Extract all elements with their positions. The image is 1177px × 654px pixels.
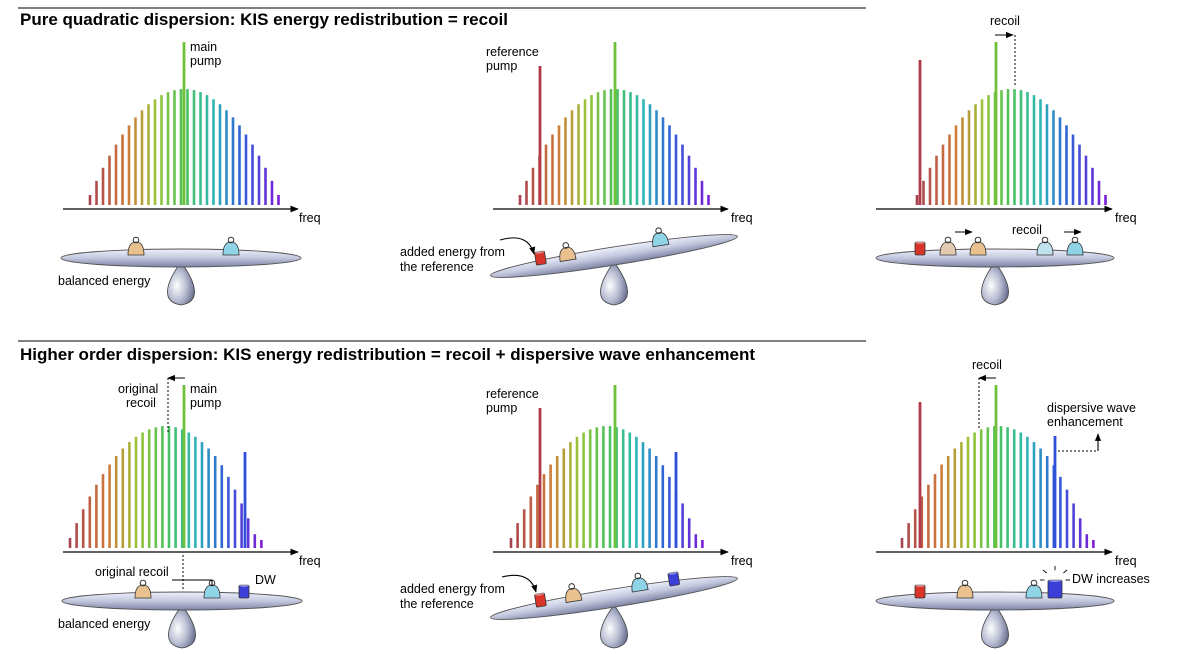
spectrum-bars	[509, 385, 704, 548]
bell-weight	[222, 236, 240, 256]
spectrum-bars	[68, 385, 263, 548]
seesaw-caption: balanced energy	[58, 617, 151, 631]
seesaw	[875, 236, 1115, 306]
bell-weight	[559, 242, 577, 262]
cylinder-weight	[534, 591, 547, 608]
seesaw-caption: balanced energy	[58, 274, 151, 288]
seesaw-caption-line1: added energy from	[400, 582, 505, 596]
row1-title: Pure quadratic dispersion: KIS energy re…	[20, 10, 508, 29]
freq-label: freq	[299, 211, 321, 225]
bell-weight	[1036, 236, 1054, 256]
freq-label: freq	[731, 554, 753, 568]
seesaw	[490, 570, 738, 649]
freq-label: freq	[1115, 554, 1137, 568]
freq-label: freq	[299, 554, 321, 568]
reference-pump-label-line2: pump	[486, 59, 517, 73]
reference-pump-label-line1: reference	[486, 45, 539, 59]
cylinder-weight	[534, 249, 547, 266]
cylinder-weight	[1047, 578, 1063, 599]
bell-weight	[939, 236, 957, 256]
bell-weight	[652, 227, 670, 248]
panel-2-2: freq reference pump added energy from th…	[400, 385, 753, 649]
bell-weight	[1066, 236, 1084, 256]
added-energy-arrow	[501, 574, 538, 593]
pivot	[167, 261, 195, 306]
spectrum-bars	[900, 385, 1095, 548]
panel-2-1: freq main pump original recoil original …	[58, 374, 321, 649]
seesaw-beam	[490, 227, 738, 278]
pump-label-line1: main	[190, 40, 217, 54]
seesaw	[61, 579, 303, 649]
panel-1-3: freq recoil recoil	[875, 14, 1137, 306]
panel-2-3: freq recoil dispersive wave enhancement …	[875, 358, 1150, 649]
bell-weight	[565, 583, 583, 604]
dw-enhancement-line1: dispersive wave	[1047, 401, 1136, 415]
reference-pump-label-line1: reference	[486, 387, 539, 401]
cylinder-weight	[667, 570, 680, 587]
seesaw	[490, 227, 738, 306]
spectrum-bars	[88, 42, 280, 205]
added-energy-arrow	[499, 237, 536, 255]
pivot	[600, 604, 628, 649]
seesaw-beam	[875, 578, 1115, 611]
seesaw	[875, 566, 1115, 649]
dw-label: DW	[255, 573, 276, 587]
freq-label: freq	[1115, 211, 1137, 225]
reference-pump-label-line2: pump	[486, 401, 517, 415]
row2-title: Higher order dispersion: KIS energy redi…	[20, 345, 755, 364]
pivot	[981, 604, 1009, 649]
freq-label: freq	[731, 211, 753, 225]
panel-1-2: freq reference pump added energy from th…	[400, 42, 753, 306]
bell-weight	[969, 236, 987, 256]
dw-increases-label: DW increases	[1072, 572, 1150, 586]
pivot	[168, 604, 196, 649]
seesaw-recoil-label: recoil	[1012, 223, 1042, 237]
spectrum-bars	[915, 42, 1107, 205]
seesaw-caption-line2: the reference	[400, 260, 474, 274]
pivot	[981, 261, 1009, 306]
glow-ray	[1042, 569, 1047, 574]
seesaw-recoil-label: original recoil	[95, 565, 169, 579]
bell-weight	[956, 579, 974, 599]
pump-label-line1: main	[190, 382, 217, 396]
seesaw-caption-line1: added energy from	[400, 245, 505, 259]
pump-label-line2: pump	[190, 54, 221, 68]
panel-1-1: freq main pump balanced energy	[58, 40, 321, 306]
bell-weight	[127, 236, 145, 256]
seesaw-caption-line2: the reference	[400, 597, 474, 611]
glow-ray	[1063, 569, 1068, 574]
seesaw-beam	[875, 236, 1115, 268]
cylinder-weight	[914, 583, 926, 599]
seesaw-beam	[490, 570, 738, 620]
original-recoil-line1: original	[118, 382, 158, 396]
bell-weight	[134, 579, 152, 599]
bell-weight	[1025, 579, 1043, 599]
pivot	[600, 261, 628, 306]
seesaw-beam	[60, 236, 302, 268]
seesaw	[60, 236, 302, 306]
dw-enhancement-line2: enhancement	[1047, 415, 1123, 429]
spectrum-bars	[518, 42, 710, 205]
recoil-bracket	[172, 579, 213, 586]
cylinder-weight	[238, 583, 250, 599]
pump-label-line2: pump	[190, 396, 221, 410]
original-recoil-line2: recoil	[126, 396, 156, 410]
cylinder-weight	[914, 240, 926, 256]
recoil-label: recoil	[990, 14, 1020, 28]
recoil-label: recoil	[972, 358, 1002, 372]
bell-weight	[631, 572, 649, 593]
